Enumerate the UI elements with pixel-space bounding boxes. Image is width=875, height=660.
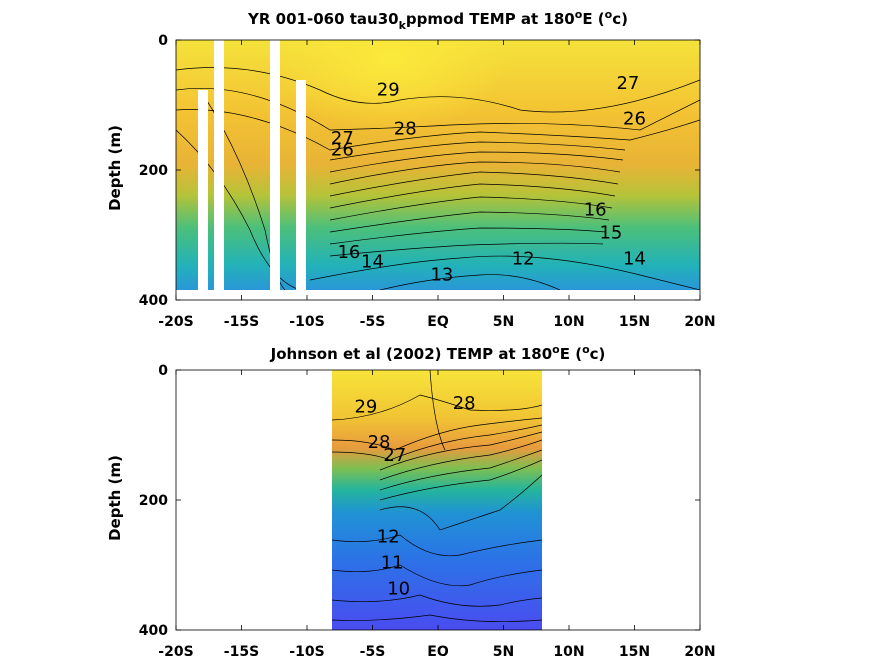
chart-top-x-axis: -20S -15S -10S -5S EQ 5N 10N 15N 20N (158, 40, 716, 330)
x-tick-label: 10N (553, 644, 584, 656)
x-tick-label: 5N (493, 644, 514, 656)
contour-label: 28 (453, 393, 476, 414)
x-tick-label: -20S (158, 644, 193, 656)
chart-top-field (176, 40, 700, 290)
x-tick-label: EQ (427, 314, 449, 330)
chart-top-y-axis: 0 200 400 (139, 33, 700, 309)
chart-bottom-background (332, 370, 542, 630)
contour-label: 14 (623, 248, 646, 269)
contour-label: 16 (584, 200, 607, 221)
chart-bottom-y-axis-label: Depth (m) (106, 455, 124, 541)
x-tick-label: 20N (684, 644, 715, 656)
x-tick-label: -20S (158, 314, 193, 330)
contour-label: 27 (616, 73, 639, 94)
y-tick-label: 200 (139, 163, 168, 179)
chart-bottom-field (332, 370, 542, 630)
x-tick-label: -15S (224, 644, 259, 656)
warm-pool-highlight (270, 40, 510, 130)
contour-label: 27 (331, 128, 354, 149)
masked-column (296, 80, 306, 290)
chart-top: YR 001-060 tau30kppmod TEMP at 180oE (oc… (106, 8, 716, 330)
x-tick-label: 15N (619, 644, 650, 656)
masked-column (270, 40, 280, 290)
contour-label: 13 (430, 265, 453, 286)
x-tick-label: 15N (619, 314, 650, 330)
contour-label: 15 (599, 222, 622, 243)
contour-label: 14 (361, 252, 384, 273)
contour-label: 29 (377, 79, 400, 100)
x-tick-label: -15S (224, 314, 259, 330)
masked-column (214, 40, 224, 290)
x-tick-label: -10S (289, 644, 324, 656)
y-tick-label: 200 (139, 493, 168, 509)
contour-label: 26 (623, 109, 646, 130)
x-tick-label: 5N (493, 314, 514, 330)
chart-bottom-y-axis: 0 200 400 (139, 363, 700, 639)
contour-label: 16 (337, 242, 360, 263)
contour-label: 26 (331, 140, 354, 161)
contour-label: 12 (512, 248, 535, 269)
contour-label: 27 (383, 445, 406, 466)
contour-label: 11 (381, 552, 404, 573)
y-tick-label: 400 (139, 623, 168, 639)
contour-label: 29 (354, 396, 377, 417)
masked-column (198, 90, 208, 290)
x-tick-label: -10S (289, 314, 324, 330)
x-tick-label: 10N (553, 314, 584, 330)
chart-bottom-title: Johnson et al (2002) TEMP at 180oE (oc) (270, 343, 606, 363)
y-tick-label: 0 (158, 363, 168, 379)
contour-label: 10 (387, 578, 410, 599)
y-tick-label: 0 (158, 33, 168, 49)
x-tick-label: -5S (360, 314, 386, 330)
x-tick-label: 20N (684, 314, 715, 330)
x-tick-label: -5S (360, 644, 386, 656)
contour-label: 28 (394, 118, 417, 139)
chart-bottom: Johnson et al (2002) TEMP at 180oE (oc) … (106, 343, 716, 660)
contour-label: 12 (377, 526, 400, 547)
x-tick-label: EQ (427, 644, 449, 656)
chart-bottom-contours (332, 370, 542, 623)
chart-top-contours (176, 67, 700, 290)
chart-top-y-axis-label: Depth (m) (106, 125, 124, 211)
chart-top-title: YR 001-060 tau30kppmod TEMP at 180oE (oc… (247, 8, 628, 32)
y-tick-label: 400 (139, 293, 168, 309)
contour-label: 28 (368, 432, 391, 453)
